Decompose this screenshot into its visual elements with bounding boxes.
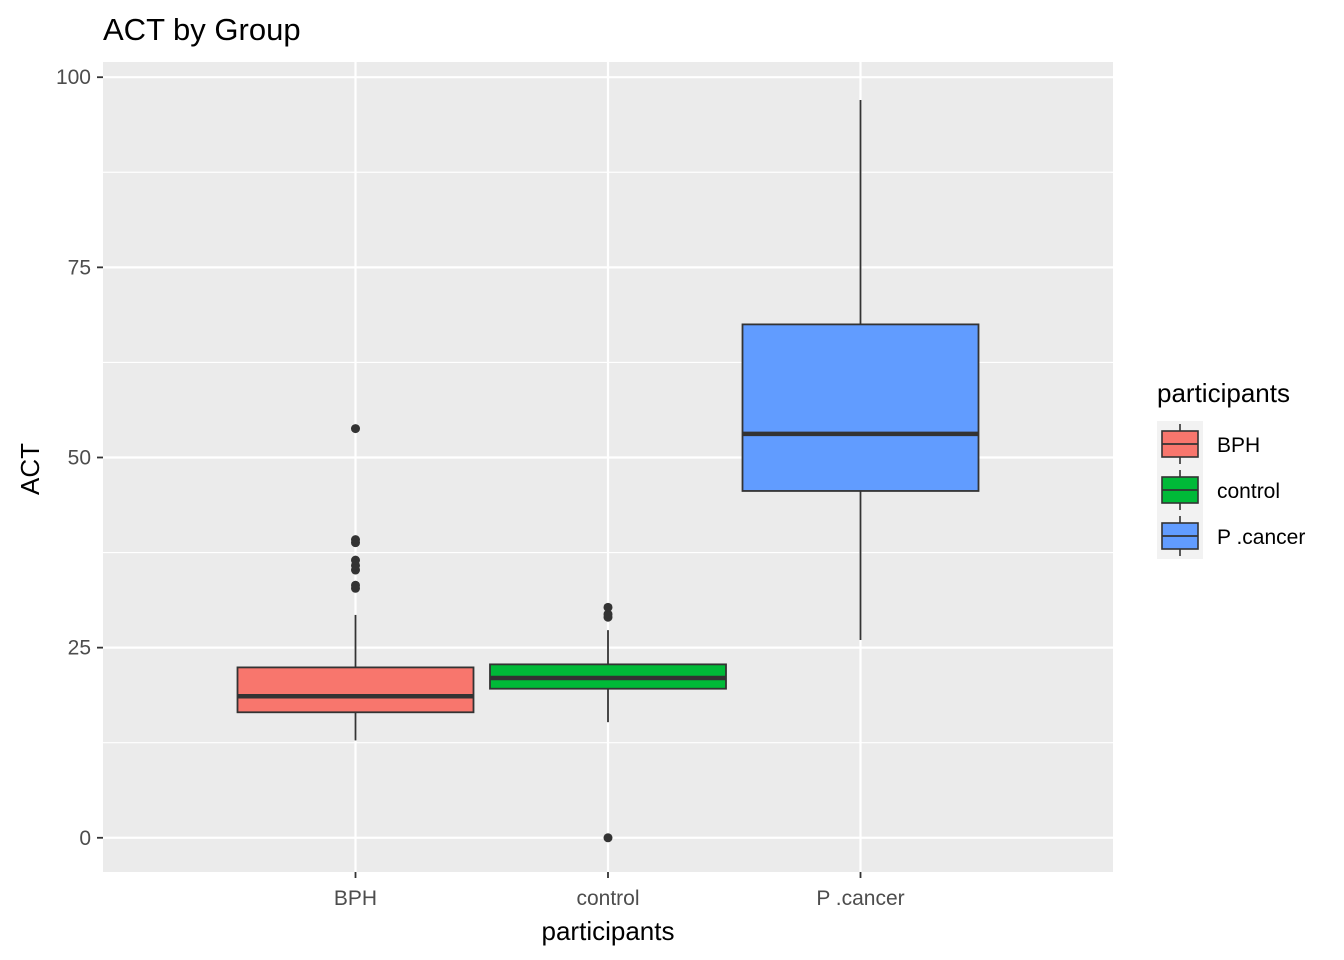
x-axis-ticks: BPH control P .cancer	[334, 872, 905, 910]
legend-title: participants	[1157, 378, 1290, 408]
x-axis-title: participants	[542, 916, 675, 946]
legend-label: BPH	[1217, 434, 1260, 457]
box-control	[489, 602, 727, 843]
iqr-box	[236, 666, 475, 714]
box-p-cancer	[741, 100, 980, 641]
outlier-point	[603, 602, 613, 612]
y-axis-title: ACT	[15, 443, 45, 495]
outlier-point	[351, 424, 360, 434]
outlier-point	[603, 609, 613, 619]
y-tick-label: 25	[68, 637, 91, 660]
y-tick-label: 100	[56, 66, 91, 89]
legend-label: P .cancer	[1217, 526, 1305, 549]
legend-item-bph: BPH	[1157, 421, 1260, 467]
y-tick-label: 0	[79, 827, 91, 850]
y-axis-ticks: 0 25 50 75 100	[56, 66, 103, 850]
y-tick-label: 75	[68, 256, 91, 279]
legend-label: control	[1217, 480, 1280, 503]
legend-items: BPH control P .cancer	[1157, 421, 1305, 559]
boxplot-boxes	[236, 100, 980, 843]
x-tick-label: BPH	[334, 887, 377, 910]
x-tick-label: P .cancer	[816, 887, 904, 910]
legend: participants BPH control P .cancer	[1157, 378, 1305, 559]
legend-item-control: control	[1157, 467, 1280, 513]
outlier-point	[351, 555, 360, 565]
chart-title: ACT by Group	[103, 12, 301, 47]
y-tick-label: 50	[68, 446, 91, 469]
outlier-point	[603, 833, 613, 843]
outlier-point	[351, 580, 360, 590]
x-tick-label: control	[576, 887, 639, 910]
outlier-point	[351, 535, 360, 545]
box-bph	[236, 424, 475, 741]
iqr-box	[741, 323, 980, 492]
legend-item-p-cancer: P .cancer	[1157, 513, 1305, 559]
